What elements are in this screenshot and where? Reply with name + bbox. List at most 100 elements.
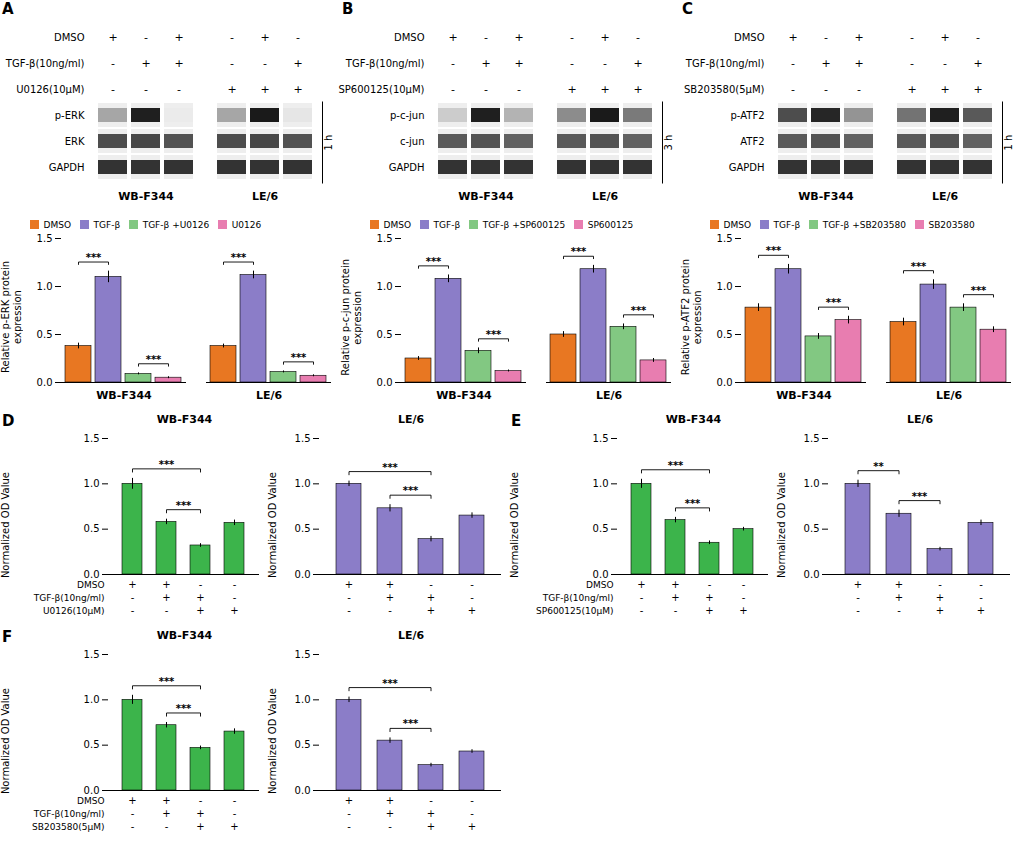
svg-text:+: + [514,31,523,44]
svg-text:+: + [174,57,183,70]
svg-text:0.0: 0.0 [84,785,100,796]
svg-text:DMSO: DMSO [394,32,425,43]
svg-text:+: + [108,31,117,44]
svg-text:***: *** [971,285,987,296]
svg-text:1.0: 1.0 [295,694,311,705]
svg-text:***: *** [176,703,192,714]
svg-text:0.0: 0.0 [804,569,820,580]
svg-text:0.5: 0.5 [593,523,609,534]
svg-text:1.5: 1.5 [84,649,100,660]
svg-text:+: + [128,795,136,806]
svg-text:-: - [979,592,983,603]
svg-text:+: + [162,795,170,806]
svg-text:-: - [165,821,169,832]
svg-text:+: + [977,605,985,616]
svg-text:TGF-β(10ng/ml): TGF-β(10ng/ml) [685,58,765,69]
svg-text:-: - [570,57,574,70]
svg-text:-: - [470,808,474,819]
svg-text:-: - [938,579,942,590]
svg-text:+: + [427,821,435,832]
svg-text:-: - [979,579,983,590]
svg-text:+: + [739,605,747,616]
svg-text:+: + [940,83,949,96]
svg-text:-: - [856,605,860,616]
svg-text:+: + [386,808,394,819]
svg-text:-: - [347,808,351,819]
svg-text:+: + [174,31,183,44]
svg-text:-: - [742,579,746,590]
svg-text:c-jun: c-jun [400,136,425,147]
svg-text:TGF-β(10ng/ml): TGF-β(10ng/ml) [542,593,614,603]
svg-text:***: *** [403,718,419,729]
svg-text:-: - [263,57,267,70]
svg-text:1.5: 1.5 [377,233,393,244]
svg-text:+: + [671,592,679,603]
svg-text:1.0: 1.0 [377,281,393,292]
svg-text:+: + [567,83,576,96]
svg-text:U0126(10μM): U0126(10μM) [43,606,104,616]
svg-text:-: - [233,808,237,819]
svg-text:GAPDH: GAPDH [729,162,765,173]
svg-text:***: *** [826,297,842,308]
svg-text:+: + [936,605,944,616]
svg-text:1.0: 1.0 [84,478,100,489]
svg-text:1.0: 1.0 [84,694,100,705]
svg-text:-: - [177,83,181,96]
svg-text:TGF-β(10ng/ml): TGF-β(10ng/ml) [33,809,105,819]
svg-text:-: - [484,83,488,96]
svg-text:+: + [128,579,136,590]
svg-text:-: - [943,57,947,70]
svg-text:***: *** [571,246,587,257]
svg-text:0.0: 0.0 [717,377,733,388]
svg-text:SB203580(5μM): SB203580(5μM) [684,84,765,95]
svg-text:-: - [131,592,135,603]
svg-text:+: + [386,579,394,590]
svg-text:***: *** [382,462,398,473]
svg-text:1.5: 1.5 [295,649,311,660]
svg-text:WB-F344: WB-F344 [776,389,832,402]
svg-text:+: + [230,605,238,616]
svg-text:1.0: 1.0 [593,478,609,489]
svg-text:-: - [636,31,640,44]
svg-text:-: - [144,83,148,96]
svg-text:+: + [196,821,204,832]
svg-text:WB-F344: WB-F344 [458,190,514,203]
svg-text:-: - [824,83,828,96]
svg-text:DMSO: DMSO [54,32,85,43]
svg-text:-: - [470,795,474,806]
svg-text:-: - [976,31,980,44]
svg-text:0.5: 0.5 [377,329,393,340]
svg-text:+: + [895,592,903,603]
svg-text:0.0: 0.0 [84,569,100,580]
svg-text:+: + [854,57,863,70]
svg-text:+: + [907,83,916,96]
svg-text:***: *** [911,261,927,272]
svg-text:-: - [144,31,148,44]
svg-text:+: + [386,795,394,806]
svg-text:-: - [347,821,351,832]
svg-text:-: - [910,57,914,70]
svg-text:-: - [233,579,237,590]
svg-text:WB-F344: WB-F344 [798,190,854,203]
svg-text:+: + [293,83,302,96]
svg-text:-: - [603,57,607,70]
svg-text:+: + [196,605,204,616]
svg-text:+: + [162,579,170,590]
svg-text:-: - [640,592,644,603]
svg-text:-: - [897,605,901,616]
svg-text:LE/6: LE/6 [936,389,963,402]
svg-text:+: + [895,579,903,590]
svg-text:DMSO: DMSO [586,580,614,590]
svg-text:DMSO: DMSO [734,32,765,43]
svg-text:LE/6: LE/6 [252,190,279,203]
svg-text:-: - [230,57,234,70]
svg-text:-: - [233,592,237,603]
svg-text:+: + [854,579,862,590]
svg-text:+: + [821,57,830,70]
svg-text:***: *** [159,459,175,470]
svg-text:0.0: 0.0 [295,569,311,580]
svg-text:+: + [260,83,269,96]
svg-text:-: - [791,57,795,70]
svg-text:TGF-β(10ng/ml): TGF-β(10ng/ml) [33,593,105,603]
svg-text:p-c-jun: p-c-jun [390,110,425,121]
